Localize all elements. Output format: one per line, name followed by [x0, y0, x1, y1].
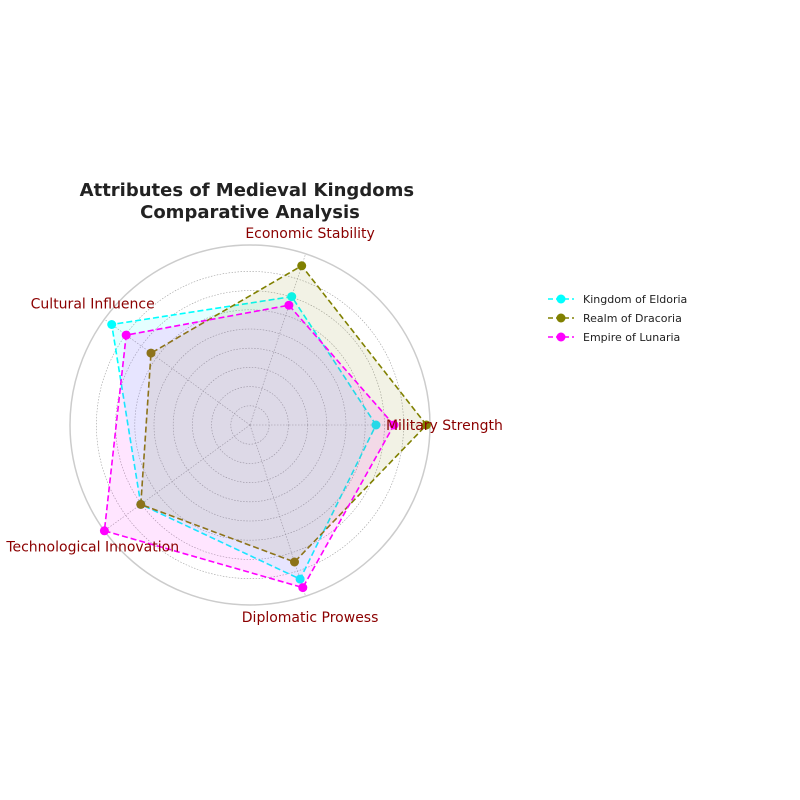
data-point	[107, 320, 117, 329]
grid-ring	[211, 386, 289, 464]
axis-label-diplomatic-prowess: Diplomatic Prowess	[242, 610, 379, 626]
axis-label-economic-stability: Economic Stability	[245, 226, 375, 242]
series-fill	[111, 296, 376, 580]
data-point	[297, 261, 307, 271]
grid-ring	[115, 290, 385, 560]
data-point	[284, 300, 294, 310]
data-point	[121, 330, 131, 340]
chart-title-line-2: Comparative Analysis	[140, 202, 360, 223]
legend-item-kingdom-of-eldoria: Kingdom of Eldoria	[548, 293, 687, 306]
data-point	[298, 583, 308, 593]
legend-item-empire-of-lunaria: Empire of Lunaria	[548, 331, 680, 344]
data-point	[146, 348, 156, 358]
series-realm-of-dracoria	[136, 261, 431, 567]
series-fill	[140, 265, 427, 562]
series-line	[139, 264, 428, 563]
legend: Kingdom of Eldoria Realm of Dracoria Empir…	[548, 293, 687, 344]
chart-title: Attributes of Medieval Kingdoms Comparat…	[80, 180, 421, 223]
axis-label-cultural-influence: Cultural Influence	[31, 297, 155, 313]
grid-ring	[172, 347, 328, 503]
series-empire-of-lunaria	[99, 300, 399, 593]
data-point	[136, 499, 146, 509]
grid-spoke	[249, 424, 306, 597]
axis-label-technological-innovation: Technological Innovation	[5, 539, 179, 555]
chart-title-line-1: Attributes of Medieval Kingdoms	[80, 180, 414, 201]
series-line	[110, 295, 377, 581]
data-point	[290, 557, 299, 567]
data-point	[287, 292, 297, 302]
data-point	[421, 420, 431, 430]
legend-label: Kingdom of Eldoria	[583, 293, 687, 306]
radar-series	[99, 261, 431, 593]
legend-swatch-marker	[556, 294, 566, 304]
series-line	[103, 304, 395, 589]
data-point	[389, 420, 399, 430]
axis-label-military-strength: Military Strength	[386, 418, 503, 434]
legend-label: Empire of Lunaria	[583, 331, 680, 344]
series-fill	[104, 305, 395, 588]
data-point	[371, 420, 381, 430]
grid-spoke	[249, 253, 306, 426]
data-point	[99, 526, 109, 536]
legend-swatch-marker	[556, 313, 566, 323]
axis-labels: Military Strength Economic Stability Cultu…	[5, 226, 503, 626]
legend-item-realm-of-dracoria: Realm of Dracoria	[548, 312, 682, 325]
legend-swatch-marker	[556, 332, 566, 342]
grid-spoke	[104, 424, 251, 532]
legend-label: Realm of Dracoria	[583, 312, 682, 325]
data-point	[295, 574, 305, 584]
